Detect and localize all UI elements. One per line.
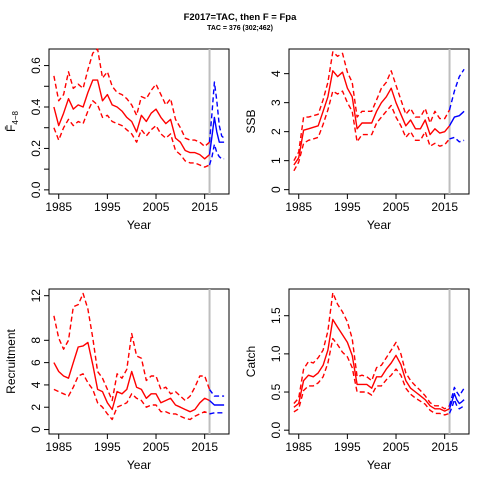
plot-frame	[48, 48, 230, 195]
x-axis-title: Year	[127, 218, 151, 232]
x-tick-label: 2015	[431, 200, 458, 214]
y-tick-label: 2	[29, 404, 43, 411]
plot-frame	[288, 288, 470, 435]
y-axis-title: F̄4−8	[4, 110, 20, 131]
y-tick-label: 1.0	[269, 345, 283, 362]
y-tick-label: 1.5	[269, 307, 283, 324]
projection-median-line	[209, 399, 225, 406]
historical-ci-line	[53, 100, 210, 168]
historical-median-line	[53, 79, 210, 160]
historical-ci-line	[53, 373, 210, 421]
projection-ci-line	[448, 399, 465, 414]
y-tick-label: 12	[29, 289, 43, 303]
y-tick-label: 0.0	[269, 422, 283, 439]
plot-frame	[48, 288, 230, 435]
x-tick-label: 1995	[94, 200, 121, 214]
historical-ci-line	[293, 51, 451, 162]
y-axis-title-text: Recruitment	[4, 328, 18, 393]
y-tick-label: 2	[269, 128, 283, 135]
y-tick-label: 0.4	[29, 98, 43, 115]
y-axis-title-subscript: 4−8	[11, 110, 20, 124]
historical-ci-line	[293, 337, 450, 416]
y-tick-label: 4	[29, 381, 43, 388]
y-axis-title-text: SSB	[244, 109, 258, 133]
x-tick-label: 2015	[431, 440, 458, 454]
figure-title: F2017=TAC, then F = Fpa	[184, 12, 298, 23]
x-tick-label: 2015	[191, 440, 218, 454]
x-tick-label: 2005	[143, 200, 170, 214]
projection-ci-line	[448, 68, 465, 111]
plot-frame	[288, 48, 470, 195]
historical-median-line	[293, 318, 450, 412]
panel-ssb: 1985 1995 2005 2015 0 1 2 3 4 Year SSB	[244, 48, 470, 232]
projection-median-line	[448, 392, 465, 410]
projection-ci-line	[208, 143, 225, 166]
y-axis-title-text: F̄	[4, 125, 18, 132]
x-tick-label: 1985	[285, 440, 312, 454]
y-tick-label: 4	[269, 70, 283, 77]
y-tick-label: 8	[29, 337, 43, 344]
x-tick-label: 1985	[45, 440, 72, 454]
y-tick-label: 0.6	[29, 57, 43, 74]
y-tick-label: 0.5	[269, 383, 283, 400]
x-tick-label: 2005	[383, 200, 410, 214]
projection-ci-line	[209, 412, 225, 415]
historical-ci-line	[53, 292, 211, 402]
projection-ci-line	[449, 136, 465, 143]
projection-median-line	[448, 110, 465, 127]
x-axis-title: Year	[367, 218, 391, 232]
historical-ci-line	[293, 90, 451, 172]
y-tick-label: 0	[269, 186, 283, 193]
historical-median-line	[53, 341, 210, 413]
y-tick-label: 1	[269, 157, 283, 164]
panel-fbar: 1985 1995 2005 2015 0.0 0.2 0.4 0.6 Year F̄4−8	[4, 48, 230, 232]
panel-recruitment: 1985 1995 2005 2015 0 2 4 6 8 12 Year Recruitment	[4, 288, 230, 472]
x-tick-label: 2005	[383, 440, 410, 454]
projection-ci-line	[208, 81, 225, 143]
projection-ci-line	[208, 388, 225, 397]
x-tick-label: 2005	[143, 440, 170, 454]
historical-median-line	[293, 70, 451, 166]
x-axis-title: Year	[367, 458, 391, 472]
y-axis-title: Catch	[244, 346, 258, 377]
x-tick-label: 1995	[334, 440, 361, 454]
y-axis-title: Recruitment	[4, 328, 18, 393]
x-tick-label: 2015	[191, 200, 218, 214]
figure-subtitle: TAC = 376 (302;462)	[207, 25, 273, 32]
y-tick-label: 0	[29, 426, 43, 433]
historical-ci-line	[53, 48, 210, 148]
y-tick-label: 0.0	[29, 181, 43, 198]
projection-ci-line	[448, 386, 465, 406]
x-tick-label: 1985	[285, 200, 312, 214]
x-axis-title: Year	[127, 458, 151, 472]
x-tick-label: 1995	[334, 200, 361, 214]
historical-ci-line	[293, 292, 450, 410]
x-tick-label: 1985	[45, 200, 72, 214]
y-tick-label: 0.2	[29, 140, 43, 157]
y-axis-title-text: Catch	[244, 346, 258, 377]
y-axis-title: SSB	[244, 109, 258, 133]
panel-catch: 1985 1995 2005 2015 0.0 0.5 1.0 1.5 Year Catch	[244, 288, 470, 472]
projection-median-line	[208, 116, 225, 155]
y-tick-label: 3	[269, 99, 283, 106]
y-tick-label: 6	[29, 359, 43, 366]
x-tick-label: 1995	[94, 440, 121, 454]
